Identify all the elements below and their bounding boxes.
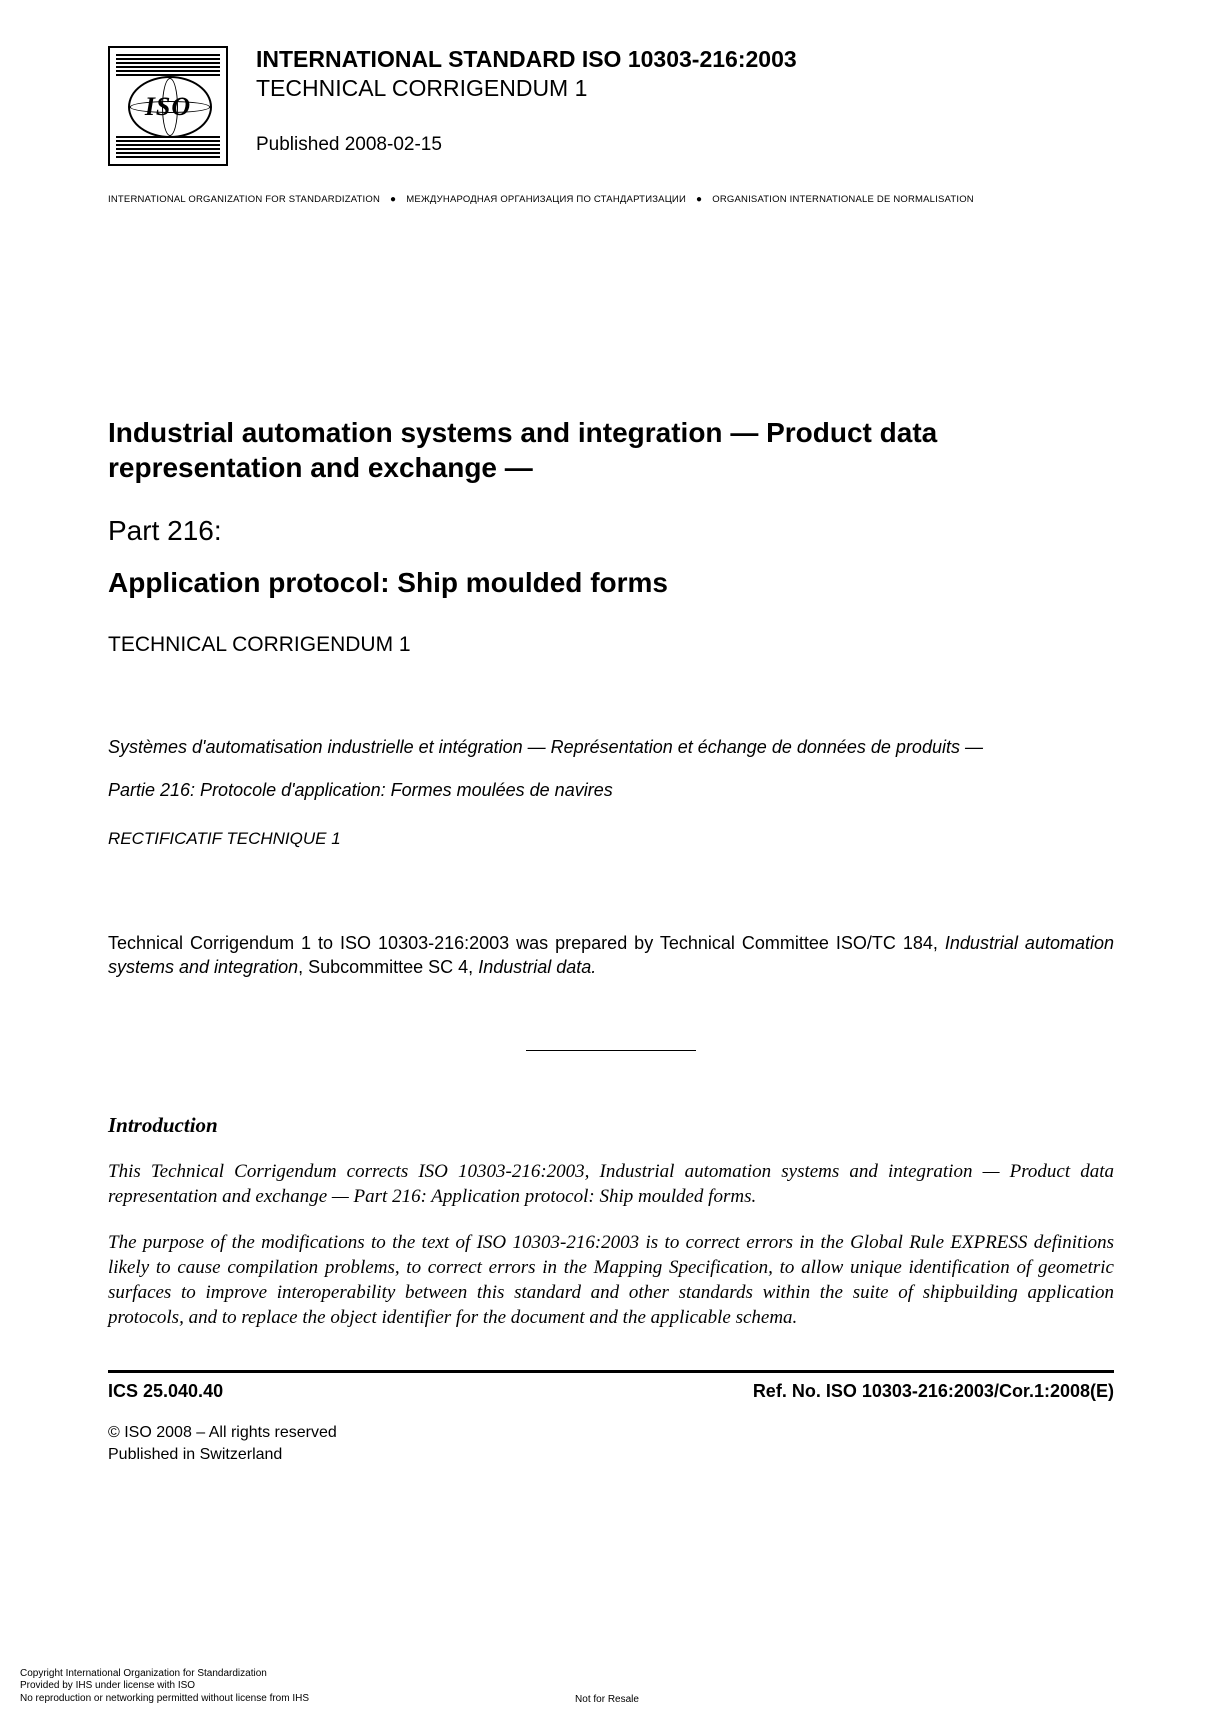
published-date: Published 2008-02-15 — [256, 134, 797, 156]
introduction-heading: Introduction — [108, 1113, 1114, 1138]
reference-number: Ref. No. ISO 10303-216:2003/Cor.1:2008(E… — [753, 1381, 1114, 1402]
prepared-pre: Technical Corrigendum 1 to ISO 10303-216… — [108, 933, 945, 953]
subtitle: Application protocol: Ship moulded forms — [108, 567, 1114, 599]
prepared-mid: , Subcommittee SC 4, — [298, 957, 478, 977]
org-name-en: INTERNATIONAL ORGANIZATION FOR STANDARDI… — [108, 194, 380, 205]
corrigendum-title: TECHNICAL CORRIGENDUM 1 — [256, 75, 797, 102]
part-number: Part 216: — [108, 515, 1114, 547]
fineprint-line-2: Provided by IHS under license with ISO — [20, 1680, 309, 1693]
footer-rule — [108, 1370, 1114, 1373]
separator-dot: ● — [390, 194, 396, 205]
header: ISO INTERNATIONAL STANDARD ISO 10303-216… — [108, 46, 1114, 166]
header-text: INTERNATIONAL STANDARD ISO 10303-216:200… — [256, 46, 797, 156]
introduction-paragraph-1: This Technical Corrigendum corrects ISO … — [108, 1160, 1114, 1209]
prepared-by-paragraph: Technical Corrigendum 1 to ISO 10303-216… — [108, 931, 1114, 980]
french-title-line2: Partie 216: Protocole d'application: For… — [108, 780, 1114, 801]
section-divider — [526, 1050, 696, 1052]
copyright-line: © ISO 2008 – All rights reserved — [108, 1424, 1114, 1442]
footer-row: ICS 25.040.40 Ref. No. ISO 10303-216:200… — [108, 1381, 1114, 1402]
fineprint-line-1: Copyright International Organization for… — [20, 1668, 309, 1681]
org-names-line: INTERNATIONAL ORGANIZATION FOR STANDARDI… — [108, 194, 1114, 205]
prepared-italic-2: Industrial data. — [478, 957, 596, 977]
iso-logo-text: ISO — [110, 92, 226, 122]
ics-code: ICS 25.040.40 — [108, 1381, 223, 1402]
separator-dot: ● — [696, 194, 702, 205]
main-title: Industrial automation systems and integr… — [108, 415, 1114, 485]
french-rectificatif: RECTIFICATIF TECHNIQUE 1 — [108, 829, 1114, 849]
not-for-resale: Not for Resale — [0, 1694, 1214, 1705]
org-name-fr: ORGANISATION INTERNATIONALE DE NORMALISA… — [712, 194, 974, 205]
technical-corrigendum-label: TECHNICAL CORRIGENDUM 1 — [108, 633, 1114, 657]
introduction-paragraph-2: The purpose of the modifications to the … — [108, 1231, 1114, 1330]
standard-title: INTERNATIONAL STANDARD ISO 10303-216:200… — [256, 46, 797, 73]
iso-logo: ISO — [108, 46, 228, 166]
org-name-ru: МЕЖДУНАРОДНАЯ ОРГАНИЗАЦИЯ ПО СТАНДАРТИЗА… — [406, 194, 686, 205]
published-in: Published in Switzerland — [108, 1446, 1114, 1464]
french-title-line1: Systèmes d'automatisation industrielle e… — [108, 737, 1114, 758]
